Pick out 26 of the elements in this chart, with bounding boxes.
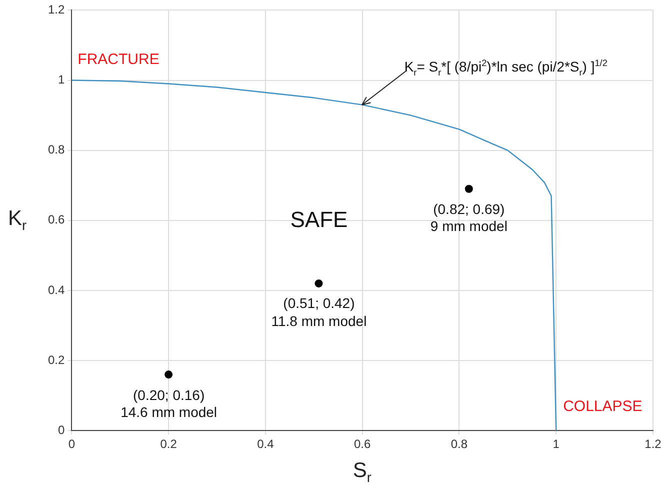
y-tick-label: 1.2 (48, 2, 65, 17)
y-tick-label: 0.6 (48, 212, 65, 227)
y-tick-label: 0 (58, 422, 65, 437)
x-tick-label: 0.2 (160, 437, 178, 452)
x-tick-label: 0.6 (354, 437, 372, 452)
x-axis-title: S$_{r}$ (352, 459, 372, 486)
annotation: (0.82; 0.69) 9 mm model (430, 200, 508, 236)
text: K$_{r}$= S$_{r}$*[ (8/pi$^{2}$)*ln sec (pi/2*S$_{r}$) ]$^{1/2}$ (404, 58, 608, 78)
annotation: FRACTURE (78, 51, 160, 70)
annotation: (0.20; 0.16) 14.6 mm model (120, 386, 218, 422)
y-axis-title: K$_{r}$ (8, 207, 27, 234)
x-tick-label: 0 (68, 437, 76, 452)
annotation: COLLAPSE (563, 398, 642, 418)
x-tick-label: 0.8 (450, 437, 468, 452)
annotation: SAFE (290, 206, 348, 234)
x-tick-label: 0.4 (257, 437, 274, 452)
annotation: (0.51; 0.42) 11.8 mm model (271, 295, 367, 330)
x-tick-label: 1.2 (644, 437, 662, 452)
x-tick-label: 1 (552, 437, 560, 452)
y-tick-label: 1 (58, 72, 65, 87)
y-tick-label: 0.4 (48, 282, 65, 297)
point (464, 184, 473, 193)
y-tick-label: 0.2 (48, 352, 65, 367)
y-tick-label: 0.8 (48, 142, 65, 157)
point (314, 279, 323, 288)
point (164, 370, 173, 379)
